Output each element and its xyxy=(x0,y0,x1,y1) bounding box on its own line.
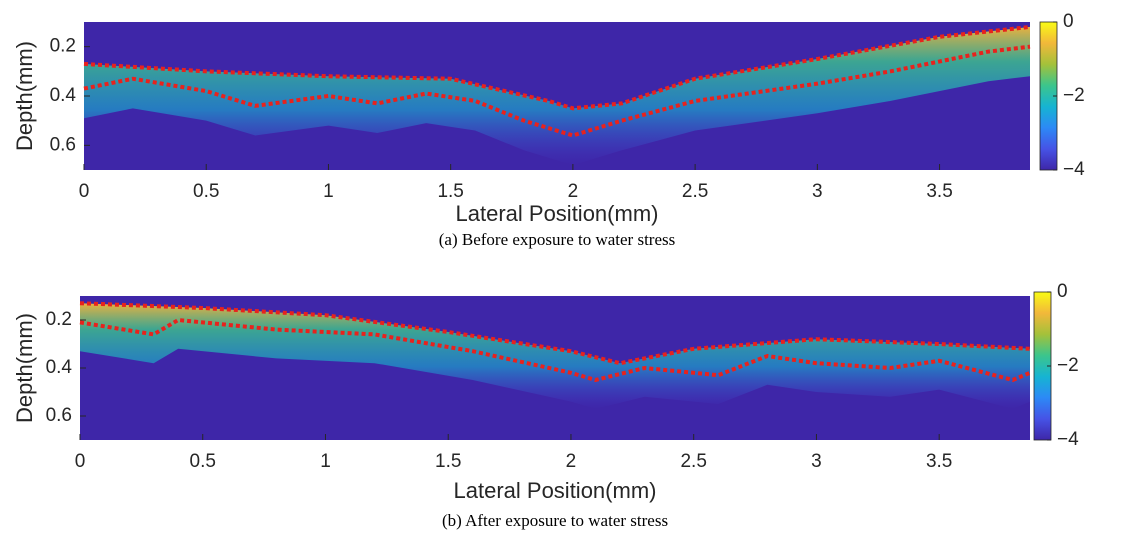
tissue-band xyxy=(84,26,1030,166)
caption: (a) Before exposure to water stress xyxy=(439,230,676,249)
y-tick-label: 0.4 xyxy=(50,85,77,106)
x-tick-label: 2 xyxy=(568,181,579,202)
tissue-band xyxy=(80,303,1030,409)
x-tick-label: 0.5 xyxy=(190,451,216,472)
x-tick-label: 3.5 xyxy=(926,181,952,202)
x-tick-label: 1 xyxy=(320,451,331,472)
boundary-line xyxy=(83,44,1031,138)
colorbar-tick-label: 0 xyxy=(1057,281,1068,302)
x-axis-label: Lateral Position(mm) xyxy=(456,201,659,226)
colorbar-tick-label: −4 xyxy=(1057,429,1079,450)
x-tick-label: 0 xyxy=(79,181,90,202)
x-tick-label: 1.5 xyxy=(435,451,461,472)
x-tick-label: 2.5 xyxy=(682,181,708,202)
y-axis-label: Depth(mm) xyxy=(12,313,37,423)
x-axis-label: Lateral Position(mm) xyxy=(454,478,657,503)
x-tick-label: 0.5 xyxy=(193,181,219,202)
colorbar-tick-label: −2 xyxy=(1057,355,1079,376)
x-tick-label: 1.5 xyxy=(437,181,463,202)
y-tick-label: 0.4 xyxy=(46,357,73,378)
y-tick-label: 0.6 xyxy=(50,134,76,155)
x-tick-label: 2 xyxy=(566,451,577,472)
boundary-line xyxy=(83,24,1031,111)
x-tick-label: 3.5 xyxy=(926,451,952,472)
y-tick-label: 0.6 xyxy=(46,405,72,426)
x-tick-label: 2.5 xyxy=(680,451,706,472)
colorbar-tick-label: −2 xyxy=(1063,85,1085,106)
y-axis-label: Depth(mm) xyxy=(12,41,37,151)
y-tick-label: 0.2 xyxy=(46,309,72,330)
x-tick-label: 1 xyxy=(323,181,334,202)
y-tick-label: 0.2 xyxy=(50,36,76,57)
caption: (b) After exposure to water stress xyxy=(442,511,668,530)
boundary-line xyxy=(79,301,1031,366)
x-tick-label: 0 xyxy=(75,451,86,472)
x-tick-label: 3 xyxy=(811,451,822,472)
colorbar-tick-label: 0 xyxy=(1063,11,1074,32)
colorbar-tick-label: −4 xyxy=(1063,159,1085,180)
x-tick-label: 3 xyxy=(812,181,823,202)
